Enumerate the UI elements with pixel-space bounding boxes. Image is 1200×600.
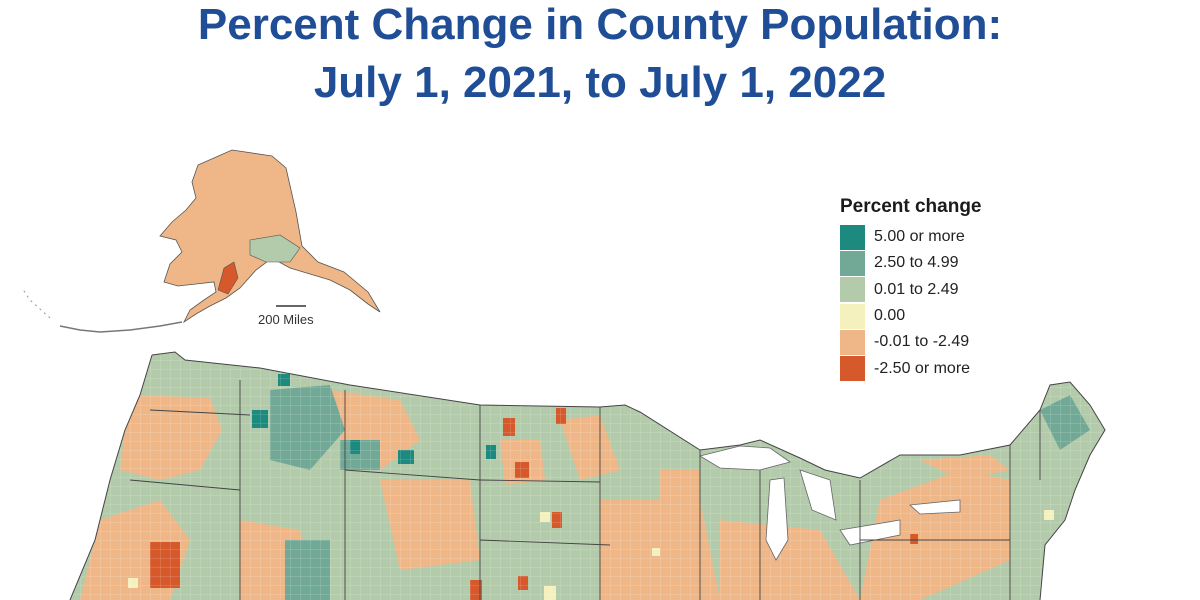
legend-label: 2.50 to 4.99: [874, 254, 959, 272]
legend-swatch: [840, 224, 865, 250]
legend-swatch: [840, 250, 865, 276]
alaska-decline-region: [217, 261, 239, 295]
legend-item: 0.00: [840, 303, 982, 329]
legend-swatch: [840, 356, 865, 382]
legend-swatch: [840, 303, 865, 329]
legend-items: 5.00 or more 2.50 to 4.99 0.01 to 2.49 0…: [840, 224, 982, 382]
scale-bar-label: 200 Miles: [258, 312, 314, 327]
legend-item: 0.01 to 2.49: [840, 277, 982, 303]
legend-label: -2.50 or more: [874, 359, 971, 377]
alaska-map: 200 Miles: [21, 149, 381, 333]
alaska-region: [159, 149, 381, 324]
map-title: Percent Change in County Population: Jul…: [0, 0, 1200, 112]
legend-label: 5.00 or more: [874, 228, 965, 246]
legend-item: -0.01 to -2.49: [840, 329, 982, 355]
legend-swatch: [840, 329, 865, 355]
alaska-chain: [59, 321, 183, 333]
contiguous-us-outline: [69, 351, 1106, 600]
legend-label: 0.00: [874, 307, 906, 325]
map-title-line-2: July 1, 2021, to July 1, 2022: [313, 58, 887, 107]
map-title-line-1: Percent Change in County Population:: [197, 0, 1003, 49]
legend-title: Percent change: [840, 196, 982, 217]
legend-item: 2.50 to 4.99: [840, 250, 982, 276]
state-borders: [129, 380, 1041, 600]
alaska-chain-west: [21, 287, 51, 319]
legend-item: -2.50 or more: [840, 355, 982, 382]
alaska-southeast-region: [249, 234, 301, 263]
legend-label: -0.01 to -2.49: [874, 333, 970, 351]
great-lakes: [698, 445, 961, 561]
legend-label: 0.01 to 2.49: [874, 280, 959, 298]
legend-swatch: [840, 277, 865, 303]
legend: Percent change 5.00 or more 2.50 to 4.99…: [840, 196, 982, 382]
legend-item: 5.00 or more: [840, 224, 982, 250]
